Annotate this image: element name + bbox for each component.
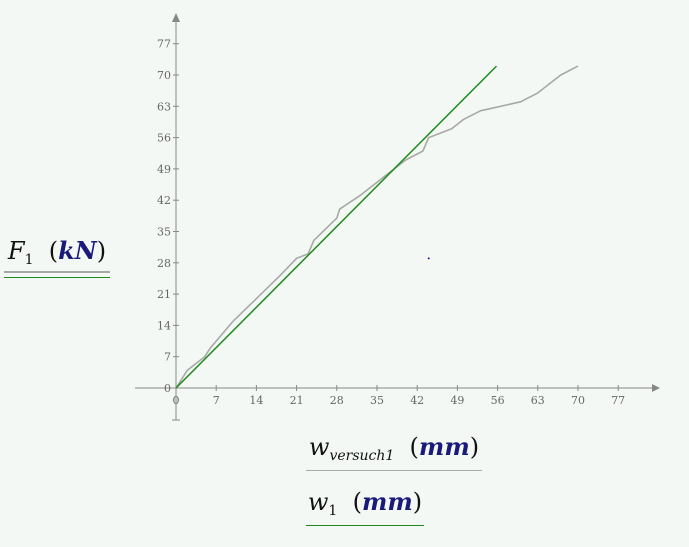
x-tick-label: 42: [410, 394, 424, 407]
series-linear-line: [175, 65, 498, 389]
x-axis-title-1-unit: mm: [418, 432, 470, 461]
series-measured-line: [175, 65, 579, 389]
x-axis-title-1-sub: versuch1: [329, 448, 395, 464]
x-tick-label: 21: [290, 394, 304, 407]
stray-point: [427, 257, 430, 260]
y-tick-label: 35: [157, 226, 171, 239]
x-axis-title-1: wversuch1 (mm): [306, 432, 482, 471]
x-tick-label: 49: [450, 394, 464, 407]
x-tick-label: 77: [611, 394, 625, 407]
x-tick-label: 14: [249, 394, 263, 407]
x-axis-title-2-sub: 1: [328, 503, 338, 519]
y-tick-label: 21: [157, 288, 171, 301]
y-axis-sub: 1: [24, 252, 34, 268]
axes: 0 7 14 21 28 35 42 49 56 63 70 77 0 7 14 21 28 35 42 49 56 63…: [135, 13, 660, 421]
x-axis-title-1-var: w: [308, 433, 330, 461]
y-tick-label: 63: [157, 100, 171, 113]
x-legend-line-measured: [306, 470, 482, 471]
x-axis-arrow: [652, 384, 660, 392]
y-axis-unit: kN: [58, 236, 97, 265]
y-axis-var: F: [7, 237, 25, 265]
x-axis-title-2-var: w: [307, 488, 329, 516]
x-tick-label: 70: [571, 394, 585, 407]
y-legend-line-measured: [4, 271, 110, 273]
y-tick-label: 70: [157, 69, 171, 82]
x-legend-line-linear: [306, 525, 424, 526]
y-tick-label: 14: [157, 319, 171, 332]
y-axis-arrow: [172, 13, 180, 22]
x-tick-label: 56: [491, 394, 505, 407]
x-tick-label: 28: [330, 394, 344, 407]
y-tick-label: 28: [157, 257, 171, 270]
x-axis-title-2: w1 (mm): [306, 487, 424, 526]
y-legend-line-linear: [4, 277, 110, 278]
y-tick-label: 77: [157, 38, 171, 51]
y-tick-label: 42: [157, 194, 171, 207]
y-tick-label: 0: [164, 382, 171, 395]
y-tick-label: 56: [157, 132, 171, 145]
series-layer: [175, 65, 579, 389]
x-tick-label: 7: [213, 394, 220, 407]
x-tick-label: 35: [370, 394, 384, 407]
x-tick-label: 63: [531, 394, 545, 407]
x-tick-label: 0: [173, 394, 180, 407]
y-tick-label: 7: [164, 351, 171, 364]
x-axis-title-2-unit: mm: [361, 487, 413, 516]
y-axis-title: F1 (kN): [4, 236, 110, 278]
y-tick-label: 49: [157, 163, 171, 176]
